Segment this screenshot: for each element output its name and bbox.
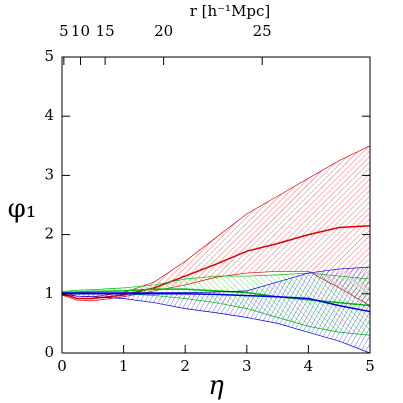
y-tick-label: 0 — [44, 343, 54, 361]
band-edge — [61, 294, 371, 354]
x2-tick-label: 5 — [59, 22, 69, 40]
band-fill — [62, 267, 370, 353]
plot-area — [61, 145, 371, 354]
x-tick-label: 4 — [304, 357, 314, 375]
x-tick-label: 0 — [57, 357, 67, 375]
x2-tick-label: 10 — [71, 22, 90, 40]
y-tick-label: 4 — [44, 106, 54, 124]
band-edge — [62, 266, 371, 293]
series-line — [62, 293, 371, 313]
x-tick-label: 5 — [365, 357, 375, 375]
x2-axis-label: r [h⁻¹Mpc] — [190, 2, 271, 20]
x-tick-label: 3 — [242, 357, 252, 375]
x-axis-label: η — [208, 371, 224, 401]
y-axis-label: φ₁ — [8, 194, 37, 224]
y-tick-label: 2 — [44, 225, 54, 243]
y-tick-label: 1 — [44, 284, 54, 302]
x-tick-label: 2 — [180, 357, 190, 375]
y-tick-label: 5 — [44, 47, 54, 65]
x2-tick-label: 25 — [253, 22, 272, 40]
y-tick-label: 3 — [44, 165, 54, 183]
frame — [61, 56, 371, 354]
x2-tick-label: 20 — [154, 22, 173, 40]
x2-tick-label: 15 — [96, 22, 115, 40]
x-tick-label: 1 — [119, 357, 129, 375]
band-fill — [62, 145, 370, 306]
series-line — [61, 224, 371, 300]
